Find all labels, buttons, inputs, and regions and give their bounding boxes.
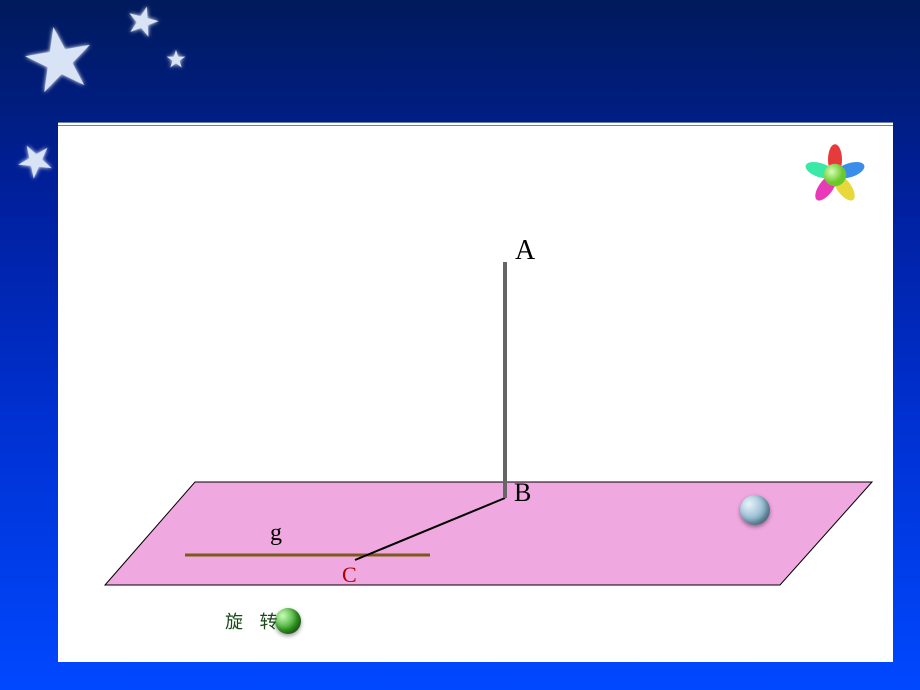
label-g: g bbox=[270, 520, 282, 547]
bg-star-1 bbox=[14, 14, 104, 104]
flower-icon bbox=[800, 140, 870, 210]
blue-orb-icon bbox=[740, 495, 770, 525]
bg-star-4 bbox=[8, 133, 63, 188]
rotate-button-label[interactable]: 旋 转 bbox=[225, 608, 284, 634]
slide-area bbox=[58, 122, 893, 662]
bg-star-2 bbox=[121, 0, 165, 43]
bg-star-3 bbox=[165, 48, 187, 70]
label-c: C bbox=[342, 562, 357, 588]
label-b: B bbox=[514, 478, 531, 508]
label-a: A bbox=[515, 235, 535, 267]
